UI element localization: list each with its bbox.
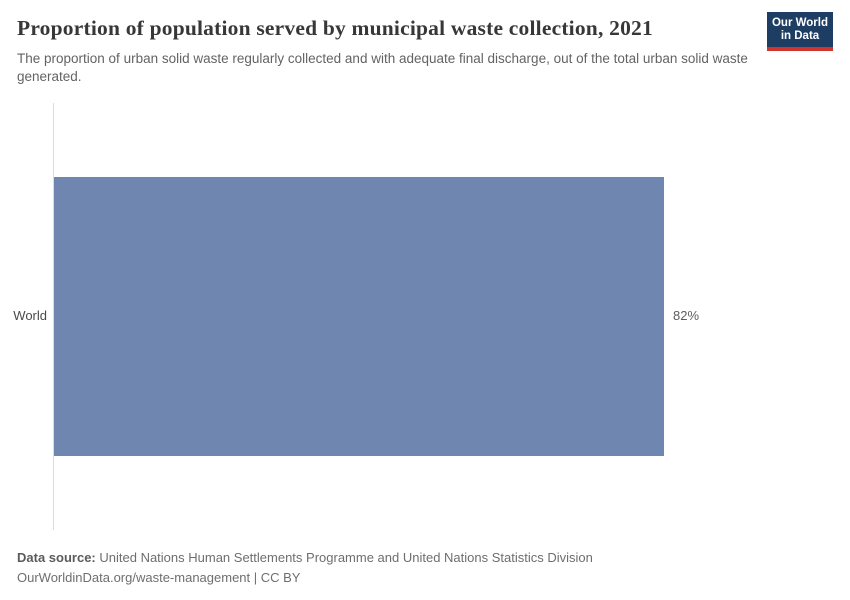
owid-logo: Our World in Data — [767, 12, 833, 51]
data-source-label: Data source: — [17, 550, 96, 565]
owid-logo-box: Our World in Data — [767, 12, 833, 47]
owid-logo-stripe — [767, 47, 833, 51]
chart-subtitle: The proportion of urban solid waste regu… — [17, 51, 748, 84]
category-label-world: World — [13, 308, 47, 323]
footer: Data source: United Nations Human Settle… — [17, 548, 817, 588]
bar-world — [54, 177, 664, 456]
owid-logo-line1: Our World — [771, 17, 828, 29]
data-source-line: Data source: United Nations Human Settle… — [17, 548, 817, 568]
value-label-world: 82% — [673, 308, 700, 323]
attribution-line: OurWorldinData.org/waste-management | CC… — [17, 570, 301, 585]
owid-logo-line2: in Data — [780, 30, 820, 42]
page-title: Proportion of population served by munic… — [17, 16, 653, 40]
y-axis-line — [53, 103, 54, 530]
data-source-text: United Nations Human Settlements Program… — [99, 550, 593, 565]
